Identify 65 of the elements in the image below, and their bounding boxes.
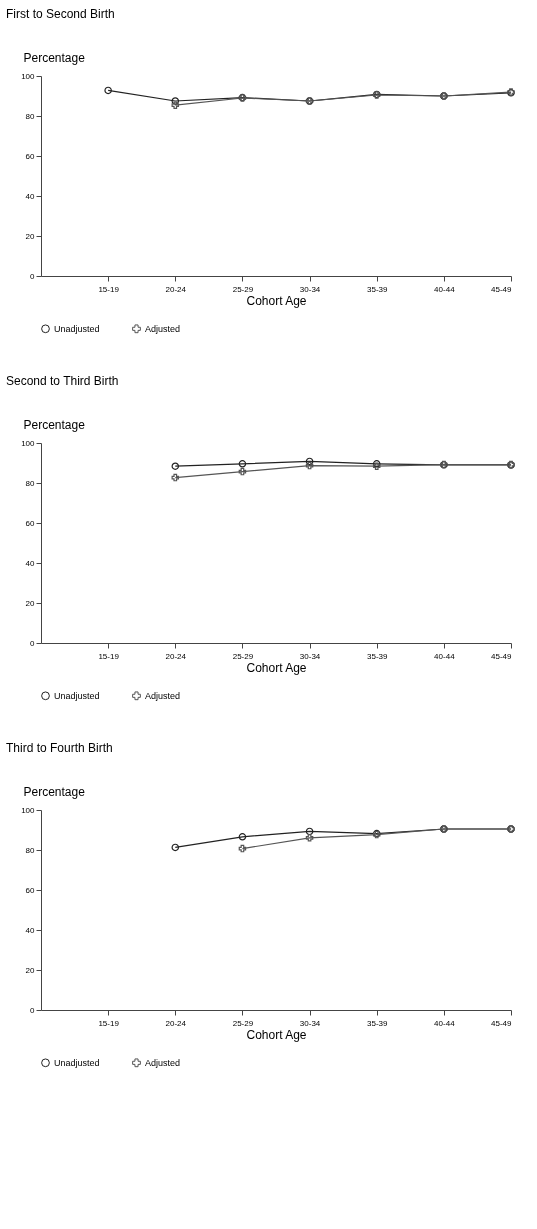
x-axis-title: Cohort Age [246, 1027, 307, 1042]
x-tick-label: 15-19 [98, 284, 120, 294]
x-tick-label: 20-24 [165, 651, 187, 661]
y-tick-label: 80 [25, 845, 36, 855]
x-tick-label: 30-34 [299, 1018, 321, 1028]
x-axis-title: Cohort Age [246, 660, 307, 675]
x-tick-label: 20-24 [165, 1018, 187, 1028]
y-tick-label: 60 [25, 151, 36, 161]
chart-title: First to Second Birth [6, 7, 115, 21]
y-tick-label: 20 [25, 965, 36, 975]
y-tick-label: 40 [25, 558, 36, 568]
x-axis-title: Cohort Age [246, 293, 307, 308]
y-tick-label: 0 [30, 271, 36, 281]
x-tick-label: 20-24 [165, 284, 187, 294]
x-tick-label: 45-49 [491, 284, 513, 294]
y-axis-title: Percentage [23, 417, 86, 432]
y-tick-label: 20 [25, 598, 36, 608]
y-tick-label: 40 [25, 925, 36, 935]
point [238, 833, 247, 841]
legend-label: Adjusted [145, 690, 181, 701]
y-tick-label: 100 [21, 71, 36, 81]
y-tick-label: 80 [25, 478, 36, 488]
y-axis-title: Percentage [23, 50, 86, 65]
point [171, 473, 180, 482]
point [238, 467, 247, 476]
x-tick-label: 35-39 [366, 1018, 388, 1028]
y-tick-label: 100 [21, 805, 36, 815]
point [305, 457, 314, 466]
x-tick-label: 35-39 [366, 651, 388, 661]
x-tick-label: 45-49 [491, 1018, 513, 1028]
x-tick-label: 40-44 [434, 1018, 456, 1028]
x-tick-label: 30-34 [299, 284, 321, 294]
y-tick-label: 100 [21, 438, 36, 448]
y-tick-label: 0 [30, 1005, 36, 1015]
legend-label: Unadjusted [54, 1057, 100, 1068]
legend-label: Unadjusted [54, 323, 100, 334]
x-tick-label: 35-39 [366, 284, 388, 294]
x-tick-label: 25-29 [232, 1018, 254, 1028]
chart-title: Third to Fourth Birth [6, 741, 113, 755]
point [238, 460, 247, 468]
y-tick-label: 20 [25, 231, 36, 241]
legend-label: Adjusted [145, 323, 181, 334]
chart-title: Second to Third Birth [6, 374, 119, 388]
point [171, 101, 180, 109]
y-tick-label: 80 [25, 111, 36, 121]
y-tick-label: 60 [25, 518, 36, 528]
x-tick-label: 40-44 [434, 284, 456, 294]
legend-label: Adjusted [145, 1057, 181, 1068]
point [305, 827, 314, 836]
x-tick-label: 15-19 [98, 1018, 120, 1028]
x-tick-label: 40-44 [434, 651, 456, 661]
y-axis-title: Percentage [23, 784, 86, 799]
x-tick-label: 15-19 [98, 651, 120, 661]
point [238, 844, 247, 853]
x-tick-label: 25-29 [232, 651, 254, 661]
point [305, 834, 314, 842]
legend-label: Unadjusted [54, 690, 100, 701]
y-tick-label: 0 [30, 638, 36, 648]
x-tick-label: 30-34 [299, 651, 321, 661]
x-tick-label: 45-49 [491, 651, 513, 661]
y-tick-label: 60 [25, 885, 36, 895]
y-tick-label: 40 [25, 191, 36, 201]
point [305, 461, 314, 470]
x-tick-label: 25-29 [232, 284, 254, 294]
point [171, 97, 180, 105]
